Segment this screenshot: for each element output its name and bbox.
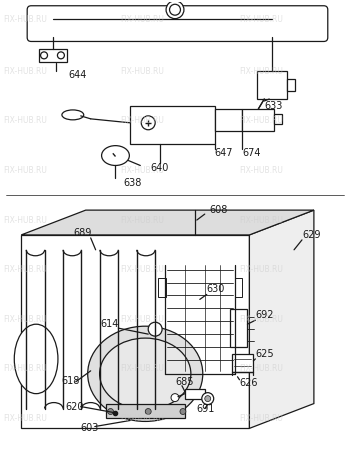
Text: 629: 629	[302, 230, 321, 240]
FancyBboxPatch shape	[27, 6, 328, 41]
Ellipse shape	[100, 338, 191, 410]
Text: 625: 625	[256, 349, 274, 359]
Text: FIX-HUB.RU: FIX-HUB.RU	[239, 15, 284, 24]
Text: FIX-HUB.RU: FIX-HUB.RU	[239, 166, 284, 175]
Text: 614: 614	[100, 319, 119, 329]
Ellipse shape	[102, 146, 130, 166]
Bar	[257, 71, 287, 99]
Text: 638: 638	[124, 178, 142, 189]
Bar	[185, 389, 205, 399]
Bar	[234, 278, 243, 297]
Text: FIX-HUB.RU: FIX-HUB.RU	[239, 364, 284, 373]
Text: FIX-HUB.RU: FIX-HUB.RU	[239, 414, 284, 423]
Text: FIX-HUB.RU: FIX-HUB.RU	[120, 166, 164, 175]
Text: 633: 633	[264, 101, 283, 111]
Text: 689: 689	[74, 228, 92, 238]
Text: FIX-HUB.RU: FIX-HUB.RU	[239, 315, 284, 324]
Text: 691: 691	[197, 404, 215, 414]
Text: FIX-HUB.RU: FIX-HUB.RU	[4, 67, 47, 76]
Text: FIX-HUB.RU: FIX-HUB.RU	[4, 216, 47, 225]
Bar	[106, 404, 185, 419]
Circle shape	[169, 4, 181, 15]
Text: FIX-HUB.RU: FIX-HUB.RU	[239, 216, 284, 225]
Text: FIX-HUB.RU: FIX-HUB.RU	[120, 216, 164, 225]
Bar	[232, 354, 253, 372]
Circle shape	[145, 409, 151, 414]
Bar	[39, 50, 67, 62]
Text: FIX-HUB.RU: FIX-HUB.RU	[120, 67, 164, 76]
Text: FIX-HUB.RU: FIX-HUB.RU	[120, 265, 164, 274]
Text: FIX-HUB.RU: FIX-HUB.RU	[239, 117, 284, 126]
Bar	[243, 109, 274, 131]
Bar	[130, 106, 215, 144]
Text: 692: 692	[256, 310, 274, 320]
Ellipse shape	[14, 324, 58, 394]
Polygon shape	[21, 210, 314, 235]
Bar	[215, 109, 243, 131]
Text: FIX-HUB.RU: FIX-HUB.RU	[4, 15, 47, 24]
Text: 618: 618	[61, 376, 79, 386]
Bar	[230, 309, 247, 347]
Text: 644: 644	[69, 70, 87, 80]
Circle shape	[166, 1, 184, 18]
Bar	[274, 114, 282, 124]
Polygon shape	[250, 210, 314, 428]
Text: FIX-HUB.RU: FIX-HUB.RU	[239, 67, 284, 76]
Text: FIX-HUB.RU: FIX-HUB.RU	[120, 364, 164, 373]
Text: FIX-HUB.RU: FIX-HUB.RU	[120, 315, 164, 324]
Text: 630: 630	[207, 284, 225, 294]
Text: 647: 647	[215, 148, 233, 157]
Text: FIX-HUB.RU: FIX-HUB.RU	[4, 414, 47, 423]
Circle shape	[205, 396, 211, 401]
Circle shape	[148, 322, 162, 336]
Text: 685: 685	[175, 377, 194, 387]
Circle shape	[141, 116, 155, 130]
Circle shape	[171, 394, 179, 401]
Circle shape	[57, 52, 64, 59]
Polygon shape	[21, 235, 250, 428]
Circle shape	[202, 393, 214, 405]
Text: FIX-HUB.RU: FIX-HUB.RU	[4, 315, 47, 324]
Text: FIX-HUB.RU: FIX-HUB.RU	[4, 364, 47, 373]
Text: 640: 640	[150, 163, 169, 173]
Text: 626: 626	[239, 378, 258, 388]
Text: 674: 674	[243, 148, 261, 157]
Bar	[287, 79, 295, 91]
Text: 608: 608	[210, 205, 228, 215]
Circle shape	[41, 52, 48, 59]
Ellipse shape	[62, 110, 84, 120]
Bar	[158, 278, 166, 297]
Text: FIX-HUB.RU: FIX-HUB.RU	[120, 15, 164, 24]
Text: FIX-HUB.RU: FIX-HUB.RU	[4, 166, 47, 175]
Ellipse shape	[88, 326, 203, 422]
Text: 620: 620	[66, 401, 84, 412]
Text: FIX-HUB.RU: FIX-HUB.RU	[4, 117, 47, 126]
Text: FIX-HUB.RU: FIX-HUB.RU	[120, 117, 164, 126]
Text: FIX-HUB.RU: FIX-HUB.RU	[239, 265, 284, 274]
Text: FIX-HUB.RU: FIX-HUB.RU	[4, 265, 47, 274]
Text: FIX-HUB.RU: FIX-HUB.RU	[120, 414, 164, 423]
Circle shape	[107, 409, 113, 414]
Circle shape	[180, 409, 186, 414]
Text: 603: 603	[81, 423, 99, 433]
